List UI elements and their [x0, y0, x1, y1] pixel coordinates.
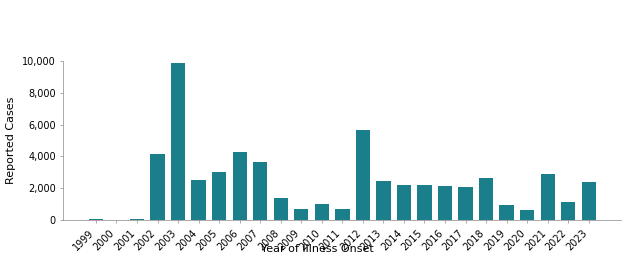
- Text: Year of Illness Onset: Year of Illness Onset: [261, 244, 373, 254]
- Text: West Nile virus human disease cases by year of illness onset, 1999-2023: West Nile virus human disease cases by y…: [8, 14, 439, 27]
- Bar: [581, 182, 596, 220]
- Bar: [191, 180, 206, 220]
- Bar: [314, 204, 329, 220]
- Bar: [500, 205, 514, 220]
- Bar: [438, 186, 452, 220]
- Bar: [171, 63, 185, 220]
- Bar: [335, 209, 349, 220]
- Bar: [458, 187, 473, 220]
- Bar: [376, 181, 391, 220]
- Bar: [397, 185, 411, 220]
- Bar: [130, 219, 144, 220]
- Bar: [233, 152, 247, 220]
- Y-axis label: Reported Cases: Reported Cases: [6, 97, 16, 184]
- Bar: [561, 202, 576, 220]
- Bar: [253, 162, 268, 220]
- Bar: [150, 154, 165, 220]
- Bar: [356, 130, 370, 220]
- Bar: [479, 178, 493, 220]
- Bar: [273, 198, 288, 220]
- Bar: [541, 174, 555, 220]
- Bar: [89, 219, 103, 220]
- Bar: [212, 172, 226, 220]
- Bar: [520, 210, 534, 220]
- Bar: [417, 186, 432, 220]
- Bar: [294, 209, 309, 220]
